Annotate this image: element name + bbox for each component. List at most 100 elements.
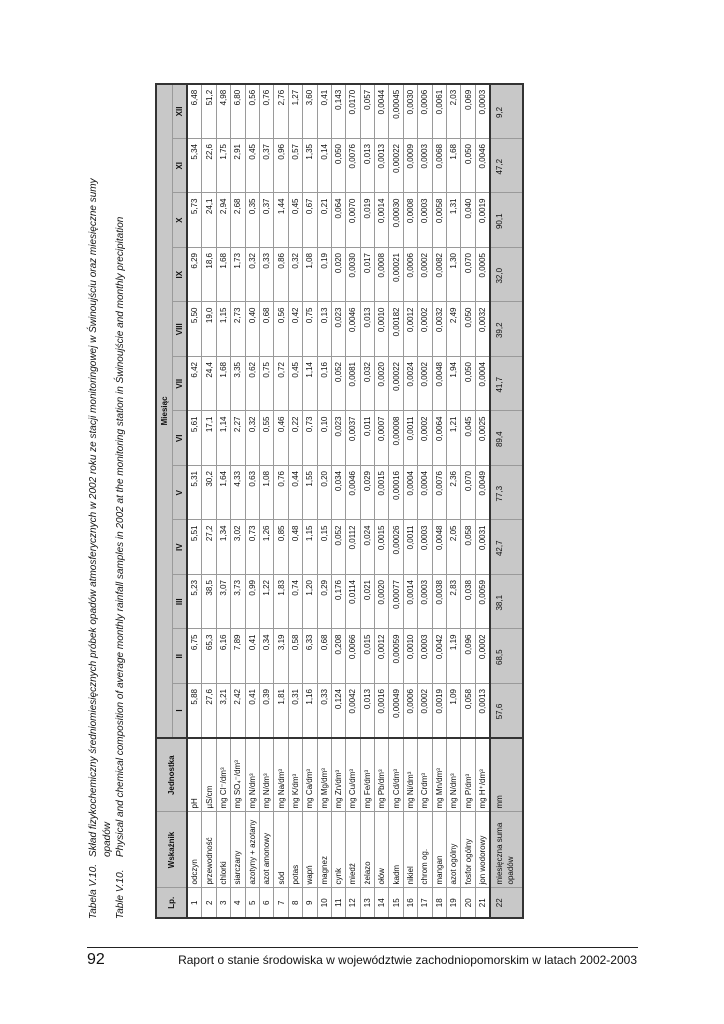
table-row: 14 ołów mg Pb/dm³ 0,0016 0,0012 0,0020 0,0015 0… (374, 83, 389, 918)
caption-pl-label: Tabela V.10. (88, 863, 99, 919)
cell-value: 2,03 (446, 83, 461, 139)
cell-value: 0,0015 (374, 465, 389, 520)
cell-value: 0,0003 (475, 83, 491, 139)
cell-value: 0,0112 (345, 520, 361, 575)
cell-value: 1,73 (230, 247, 246, 302)
cell-value: 0,052 (331, 520, 346, 575)
cell-value: 5,73 (187, 193, 202, 248)
cell-unit: mg H⁺/dm³ (475, 738, 491, 812)
cell-value: 9,2 (490, 83, 524, 139)
cell-value: 0,0012 (403, 302, 418, 357)
cell-name: azot amonowy (259, 812, 274, 888)
cell-lp: 8 (288, 888, 303, 918)
cell-value: 0,00182 (388, 302, 404, 357)
cell-name: siarczany (230, 812, 246, 888)
cell-value: 0,176 (331, 574, 346, 629)
cell-name: jon wodorowy (475, 812, 491, 888)
cell-value: 0,0042 (345, 683, 361, 738)
table-row: 16 nikiel mg Ni/dm³ 0,0006 0,0010 0,0014 0,001… (403, 83, 418, 918)
cell-unit: mg Zn/dm³ (331, 738, 346, 812)
cell-value: 0,052 (331, 356, 346, 411)
cell-value: 6,16 (216, 629, 231, 684)
cell-value: 0,13 (317, 302, 332, 357)
cell-value: 0,0030 (403, 83, 418, 139)
cell-value: 0,96 (273, 138, 289, 193)
cell-value: 0,0076 (345, 138, 361, 193)
cell-value: 0,56 (273, 302, 289, 357)
cell-value: 0,0006 (417, 83, 433, 139)
cell-value: 0,0012 (374, 629, 389, 684)
cell-value: 0,058 (460, 683, 476, 738)
header-row-group: Lp. Wskaźnik Jednostka Miesiąc (156, 83, 187, 918)
cell-value: 0,096 (460, 629, 476, 684)
cell-value: 0,040 (460, 193, 476, 248)
cell-value: 0,013 (360, 138, 375, 193)
cell-value: 51,2 (201, 83, 217, 139)
cell-name: cynk (331, 812, 346, 888)
cell-value: 0,73 (245, 520, 260, 575)
cell-value: 1,14 (302, 356, 318, 411)
cell-value: 1,44 (273, 193, 289, 248)
cell-value: 0,37 (259, 193, 274, 248)
cell-value: 0,0004 (475, 356, 491, 411)
cell-value: 6,42 (187, 356, 202, 411)
table-row: 9 wapń mg Ca/dm³ 1,16 6,33 1,20 1,15 1,55 0,73 1,… (302, 83, 318, 918)
cell-value: 0,0042 (432, 629, 447, 684)
cell-value: 0,050 (331, 138, 346, 193)
cell-value: 0,032 (360, 356, 375, 411)
cell-value: 0,46 (273, 411, 289, 466)
cell-lp: 2 (201, 888, 217, 918)
header-month: XII (172, 83, 187, 139)
cell-value: 38,5 (201, 574, 217, 629)
cell-value: 4,33 (230, 465, 246, 520)
cell-value: 2,83 (446, 574, 461, 629)
cell-value: 0,00077 (388, 574, 404, 629)
cell-value: 0,064 (331, 193, 346, 248)
cell-value: 1,15 (216, 302, 231, 357)
cell-value: 0,0009 (403, 138, 418, 193)
cell-value: 0,143 (331, 83, 346, 139)
cell-value: 0,45 (245, 138, 260, 193)
cell-value: 0,0002 (417, 683, 433, 738)
cell-value: 0,99 (245, 574, 260, 629)
cell-value: 0,0082 (432, 247, 447, 302)
cell-value: 0,40 (245, 302, 260, 357)
cell-value: 7,89 (230, 629, 246, 684)
cell-name: sód (273, 812, 289, 888)
cell-value: 0,56 (245, 83, 260, 139)
cell-name: potas (288, 812, 303, 888)
cell-value: 1,35 (302, 138, 318, 193)
cell-value: 0,00026 (388, 520, 404, 575)
header-month: XI (172, 138, 187, 193)
cell-value: 0,48 (288, 520, 303, 575)
cell-value: 0,75 (259, 356, 274, 411)
cell-value: 0,10 (317, 411, 332, 466)
cell-value: 1,19 (446, 629, 461, 684)
cell-value: 0,0061 (432, 83, 447, 139)
cell-value: 3,35 (230, 356, 246, 411)
caption-en-text: Physical and chemical composition of ave… (115, 216, 126, 857)
cell-value: 0,011 (360, 411, 375, 466)
cell-value: 0,14 (317, 138, 332, 193)
cell-value: 0,55 (259, 411, 274, 466)
cell-value: 0,0048 (432, 356, 447, 411)
cell-value: 0,023 (331, 411, 346, 466)
cell-value: 0,00022 (388, 356, 404, 411)
cell-name: nikiel (403, 812, 418, 888)
cell-unit: mg Mn/dm³ (432, 738, 447, 812)
cell-value: 1,09 (446, 683, 461, 738)
cell-value: 0,050 (460, 356, 476, 411)
cell-value: 0,0048 (432, 520, 447, 575)
cell-value: 0,0066 (345, 629, 361, 684)
cell-lp: 4 (230, 888, 246, 918)
header-month: X (172, 193, 187, 248)
cell-value: 1,27 (288, 83, 303, 139)
cell-value: 0,0032 (475, 302, 491, 357)
cell-value: 19,0 (201, 302, 217, 357)
cell-value: 0,0049 (475, 465, 491, 520)
cell-value: 1,55 (302, 465, 318, 520)
cell-value: 0,0044 (374, 83, 389, 139)
cell-value: 2,94 (216, 193, 231, 248)
cell-value: 0,070 (460, 465, 476, 520)
cell-value: 0,0064 (432, 411, 447, 466)
